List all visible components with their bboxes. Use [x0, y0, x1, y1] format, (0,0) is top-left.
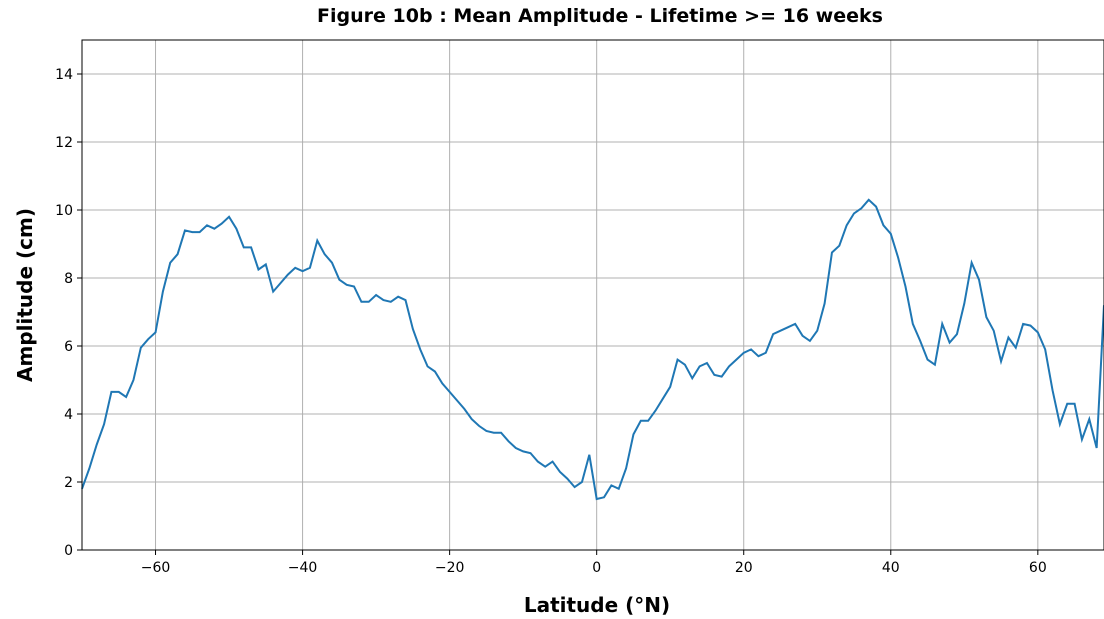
- y-tick-label: 4: [64, 407, 73, 423]
- x-tick-label: 60: [1029, 560, 1047, 576]
- y-tick-label: 12: [55, 135, 73, 151]
- y-tick-label: 10: [55, 203, 73, 219]
- x-tick-label: −40: [288, 560, 318, 576]
- x-tick-label: 0: [592, 560, 601, 576]
- x-tick-label: 20: [735, 560, 753, 576]
- y-tick-label: 6: [64, 339, 73, 355]
- y-tick-label: 0: [64, 543, 73, 559]
- x-tick-label: 40: [882, 560, 900, 576]
- y-tick-label: 2: [64, 475, 73, 491]
- x-axis-label: Latitude (°N): [524, 593, 670, 617]
- y-tick-label: 14: [55, 67, 73, 83]
- x-tick-label: −60: [141, 560, 171, 576]
- x-tick-label: −20: [435, 560, 465, 576]
- plot-frame: [81, 39, 1104, 551]
- chart-title: Figure 10b : Mean Amplitude - Lifetime >…: [317, 5, 883, 27]
- data-line: [81, 198, 1104, 501]
- y-tick-label: 8: [64, 271, 73, 287]
- y-axis-label: Amplitude (cm): [13, 208, 37, 382]
